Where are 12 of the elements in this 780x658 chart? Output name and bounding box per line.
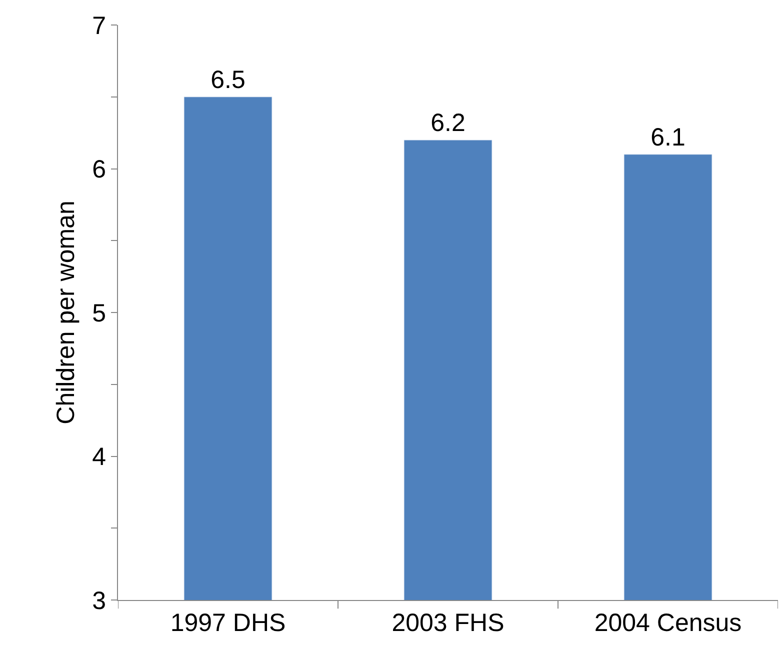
y-tick-label: 3 [92, 586, 106, 615]
y-tick-label: 7 [92, 12, 106, 40]
y-tick-label: 6 [92, 156, 106, 184]
y-tick-label: 4 [92, 443, 106, 471]
x-tick-label: 2003 FHS [392, 609, 504, 637]
x-tick-label: 1997 DHS [170, 609, 286, 637]
x-tick-label: 2004 Census [594, 609, 742, 637]
y-axis-title: Children per woman [52, 200, 80, 424]
y-tick-label: 5 [92, 299, 106, 328]
data-label: 6.2 [430, 109, 466, 137]
data-label: 6.1 [650, 123, 686, 152]
data-label: 6.5 [210, 66, 246, 94]
